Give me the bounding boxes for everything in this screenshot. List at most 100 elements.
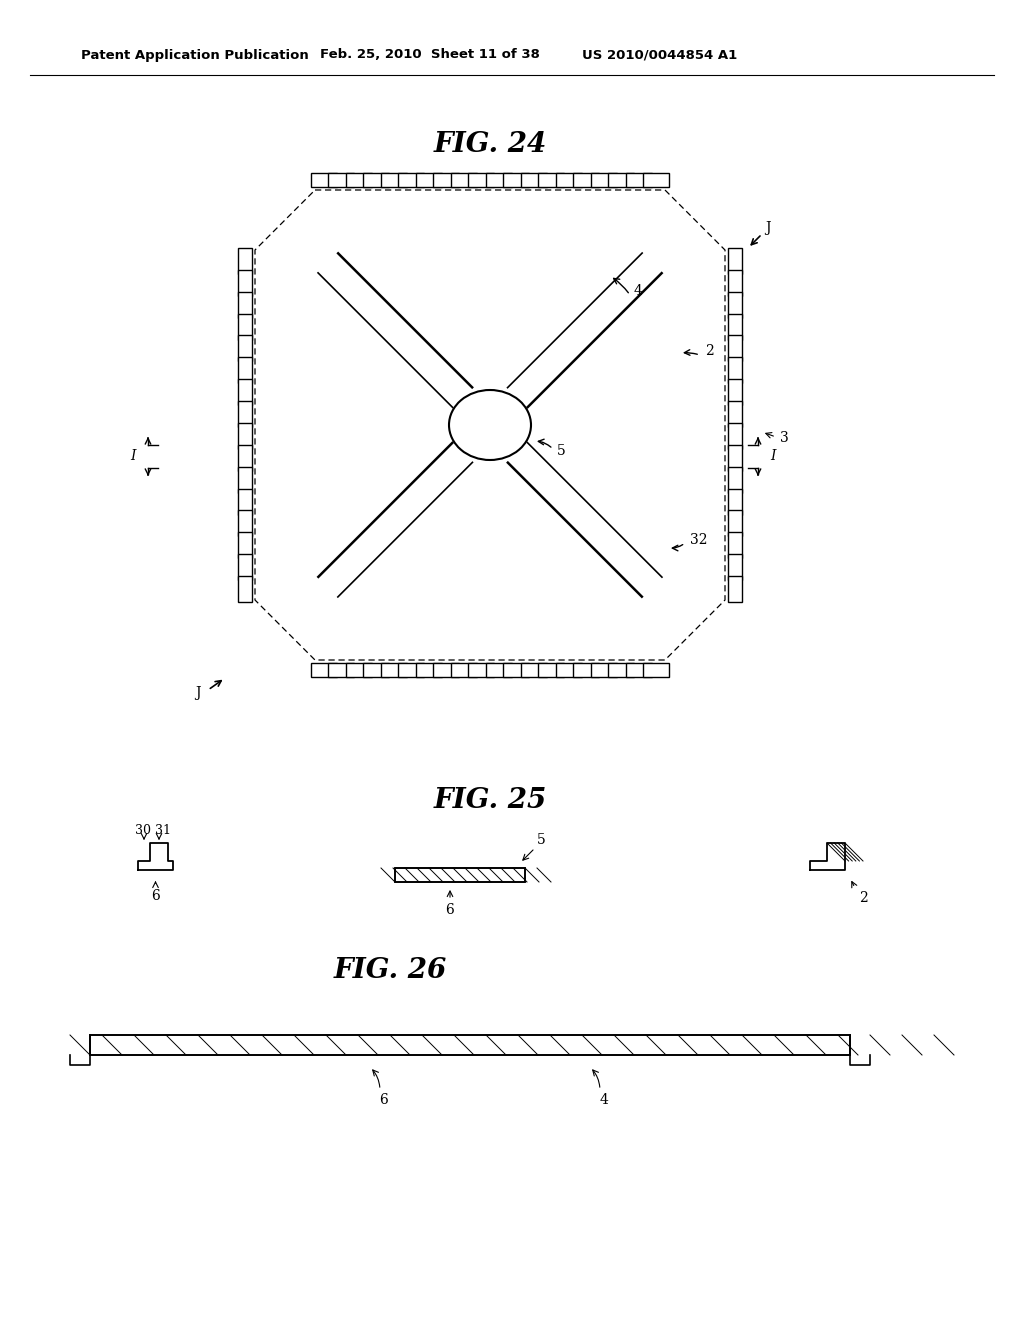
Bar — [728, 379, 742, 405]
Bar — [238, 335, 252, 362]
Bar — [728, 248, 742, 275]
Polygon shape — [138, 843, 173, 870]
Bar — [238, 401, 252, 428]
Text: 3: 3 — [780, 432, 788, 445]
Bar — [416, 663, 441, 677]
Bar — [728, 401, 742, 428]
Bar — [728, 511, 742, 536]
Bar — [485, 173, 512, 187]
Text: 31: 31 — [155, 825, 171, 837]
Bar — [346, 173, 372, 187]
Text: FIG. 24: FIG. 24 — [433, 132, 547, 158]
Bar — [728, 554, 742, 581]
Text: 6: 6 — [445, 903, 455, 917]
Bar — [90, 1035, 850, 1055]
Text: Patent Application Publication: Patent Application Publication — [81, 49, 309, 62]
Bar — [643, 663, 670, 677]
Bar — [433, 173, 459, 187]
Bar — [238, 314, 252, 339]
Bar — [238, 532, 252, 558]
Text: 6: 6 — [380, 1093, 388, 1107]
Text: J: J — [195, 686, 201, 700]
Bar — [395, 869, 525, 882]
Bar — [451, 173, 477, 187]
Bar — [238, 511, 252, 536]
Polygon shape — [810, 843, 845, 870]
Polygon shape — [827, 843, 845, 861]
Text: 4: 4 — [634, 284, 643, 298]
Text: US 2010/0044854 A1: US 2010/0044854 A1 — [583, 49, 737, 62]
Bar — [329, 173, 354, 187]
Bar — [728, 488, 742, 515]
Bar — [728, 532, 742, 558]
Bar — [591, 173, 616, 187]
Bar — [626, 663, 651, 677]
Bar — [238, 269, 252, 296]
Text: I: I — [770, 450, 776, 463]
Text: Feb. 25, 2010  Sheet 11 of 38: Feb. 25, 2010 Sheet 11 of 38 — [321, 49, 540, 62]
Text: 2: 2 — [859, 891, 867, 906]
Bar — [539, 173, 564, 187]
Bar — [416, 173, 441, 187]
Bar — [728, 269, 742, 296]
Text: J: J — [765, 220, 770, 235]
Bar — [238, 379, 252, 405]
Bar — [238, 248, 252, 275]
Bar — [728, 358, 742, 383]
Bar — [451, 663, 477, 677]
Bar — [364, 173, 389, 187]
Bar — [626, 173, 651, 187]
Bar — [728, 335, 742, 362]
Bar — [238, 554, 252, 581]
Bar — [238, 358, 252, 383]
Bar — [398, 663, 424, 677]
Bar — [329, 663, 354, 677]
Bar — [503, 663, 529, 677]
Bar — [346, 663, 372, 677]
Text: I: I — [130, 450, 136, 463]
Bar — [90, 1035, 850, 1055]
Bar — [556, 173, 582, 187]
Bar — [238, 576, 252, 602]
Bar — [728, 314, 742, 339]
Bar — [381, 663, 407, 677]
Bar — [485, 663, 512, 677]
Text: 30: 30 — [135, 825, 151, 837]
Text: 5: 5 — [537, 833, 546, 847]
Bar — [728, 576, 742, 602]
Bar — [238, 488, 252, 515]
Bar — [310, 663, 337, 677]
Text: 2: 2 — [705, 345, 714, 358]
Bar — [310, 173, 337, 187]
Bar — [521, 173, 547, 187]
Bar — [238, 467, 252, 492]
Bar — [238, 292, 252, 318]
Bar — [573, 663, 599, 677]
Bar — [728, 445, 742, 471]
Bar — [556, 663, 582, 677]
Bar — [364, 663, 389, 677]
Text: FIG. 25: FIG. 25 — [433, 787, 547, 813]
Bar — [468, 663, 495, 677]
Bar — [238, 422, 252, 449]
Bar — [728, 467, 742, 492]
Bar — [238, 445, 252, 471]
Text: 4: 4 — [600, 1093, 608, 1107]
Bar — [728, 292, 742, 318]
Text: 6: 6 — [152, 888, 160, 903]
Bar — [728, 422, 742, 449]
Bar — [573, 173, 599, 187]
Bar — [503, 173, 529, 187]
Bar — [643, 173, 670, 187]
Bar — [521, 663, 547, 677]
Ellipse shape — [449, 389, 531, 459]
Bar — [468, 173, 495, 187]
Text: 5: 5 — [557, 444, 565, 458]
Bar — [608, 663, 634, 677]
Text: FIG. 26: FIG. 26 — [334, 957, 446, 983]
Bar — [381, 173, 407, 187]
Bar — [591, 663, 616, 677]
Bar — [433, 663, 459, 677]
Text: 32: 32 — [690, 533, 708, 546]
Bar — [608, 173, 634, 187]
